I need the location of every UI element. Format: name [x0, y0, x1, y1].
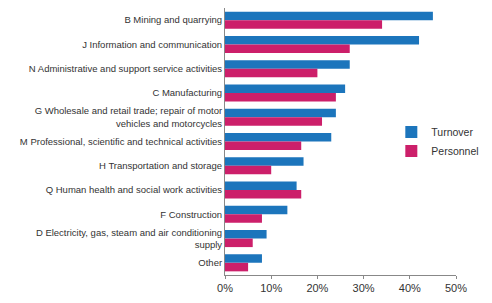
svg-text:Personnel: Personnel: [431, 145, 478, 157]
svg-text:10%: 10%: [260, 282, 282, 294]
svg-text:C Manufacturing: C Manufacturing: [152, 87, 222, 98]
svg-text:Q Human health and social work: Q Human health and social work activitie…: [46, 184, 223, 195]
svg-text:J Information and communicatio: J Information and communication: [82, 39, 222, 50]
svg-text:M Professional, scientific and: M Professional, scientific and technical…: [20, 136, 222, 147]
svg-text:H Transportation and storage: H Transportation and storage: [99, 160, 222, 171]
svg-text:50%: 50%: [445, 282, 467, 294]
svg-text:Turnover: Turnover: [431, 126, 473, 138]
svg-text:B Mining and quarrying: B Mining and quarrying: [124, 14, 222, 25]
svg-text:D Electricity, gas, steam and: D Electricity, gas, steam and air condit…: [36, 227, 222, 250]
svg-text:0%: 0%: [217, 282, 233, 294]
svg-text:N Administrative and support s: N Administrative and support service act…: [29, 63, 222, 74]
svg-text:Other: Other: [198, 257, 222, 268]
svg-text:G Wholesale and retail trade;: G Wholesale and retail trade; repair of …: [35, 105, 223, 128]
svg-text:40%: 40%: [399, 282, 421, 294]
svg-text:20%: 20%: [306, 282, 328, 294]
svg-text:F Construction: F Construction: [160, 209, 222, 220]
svg-text:30%: 30%: [353, 282, 375, 294]
